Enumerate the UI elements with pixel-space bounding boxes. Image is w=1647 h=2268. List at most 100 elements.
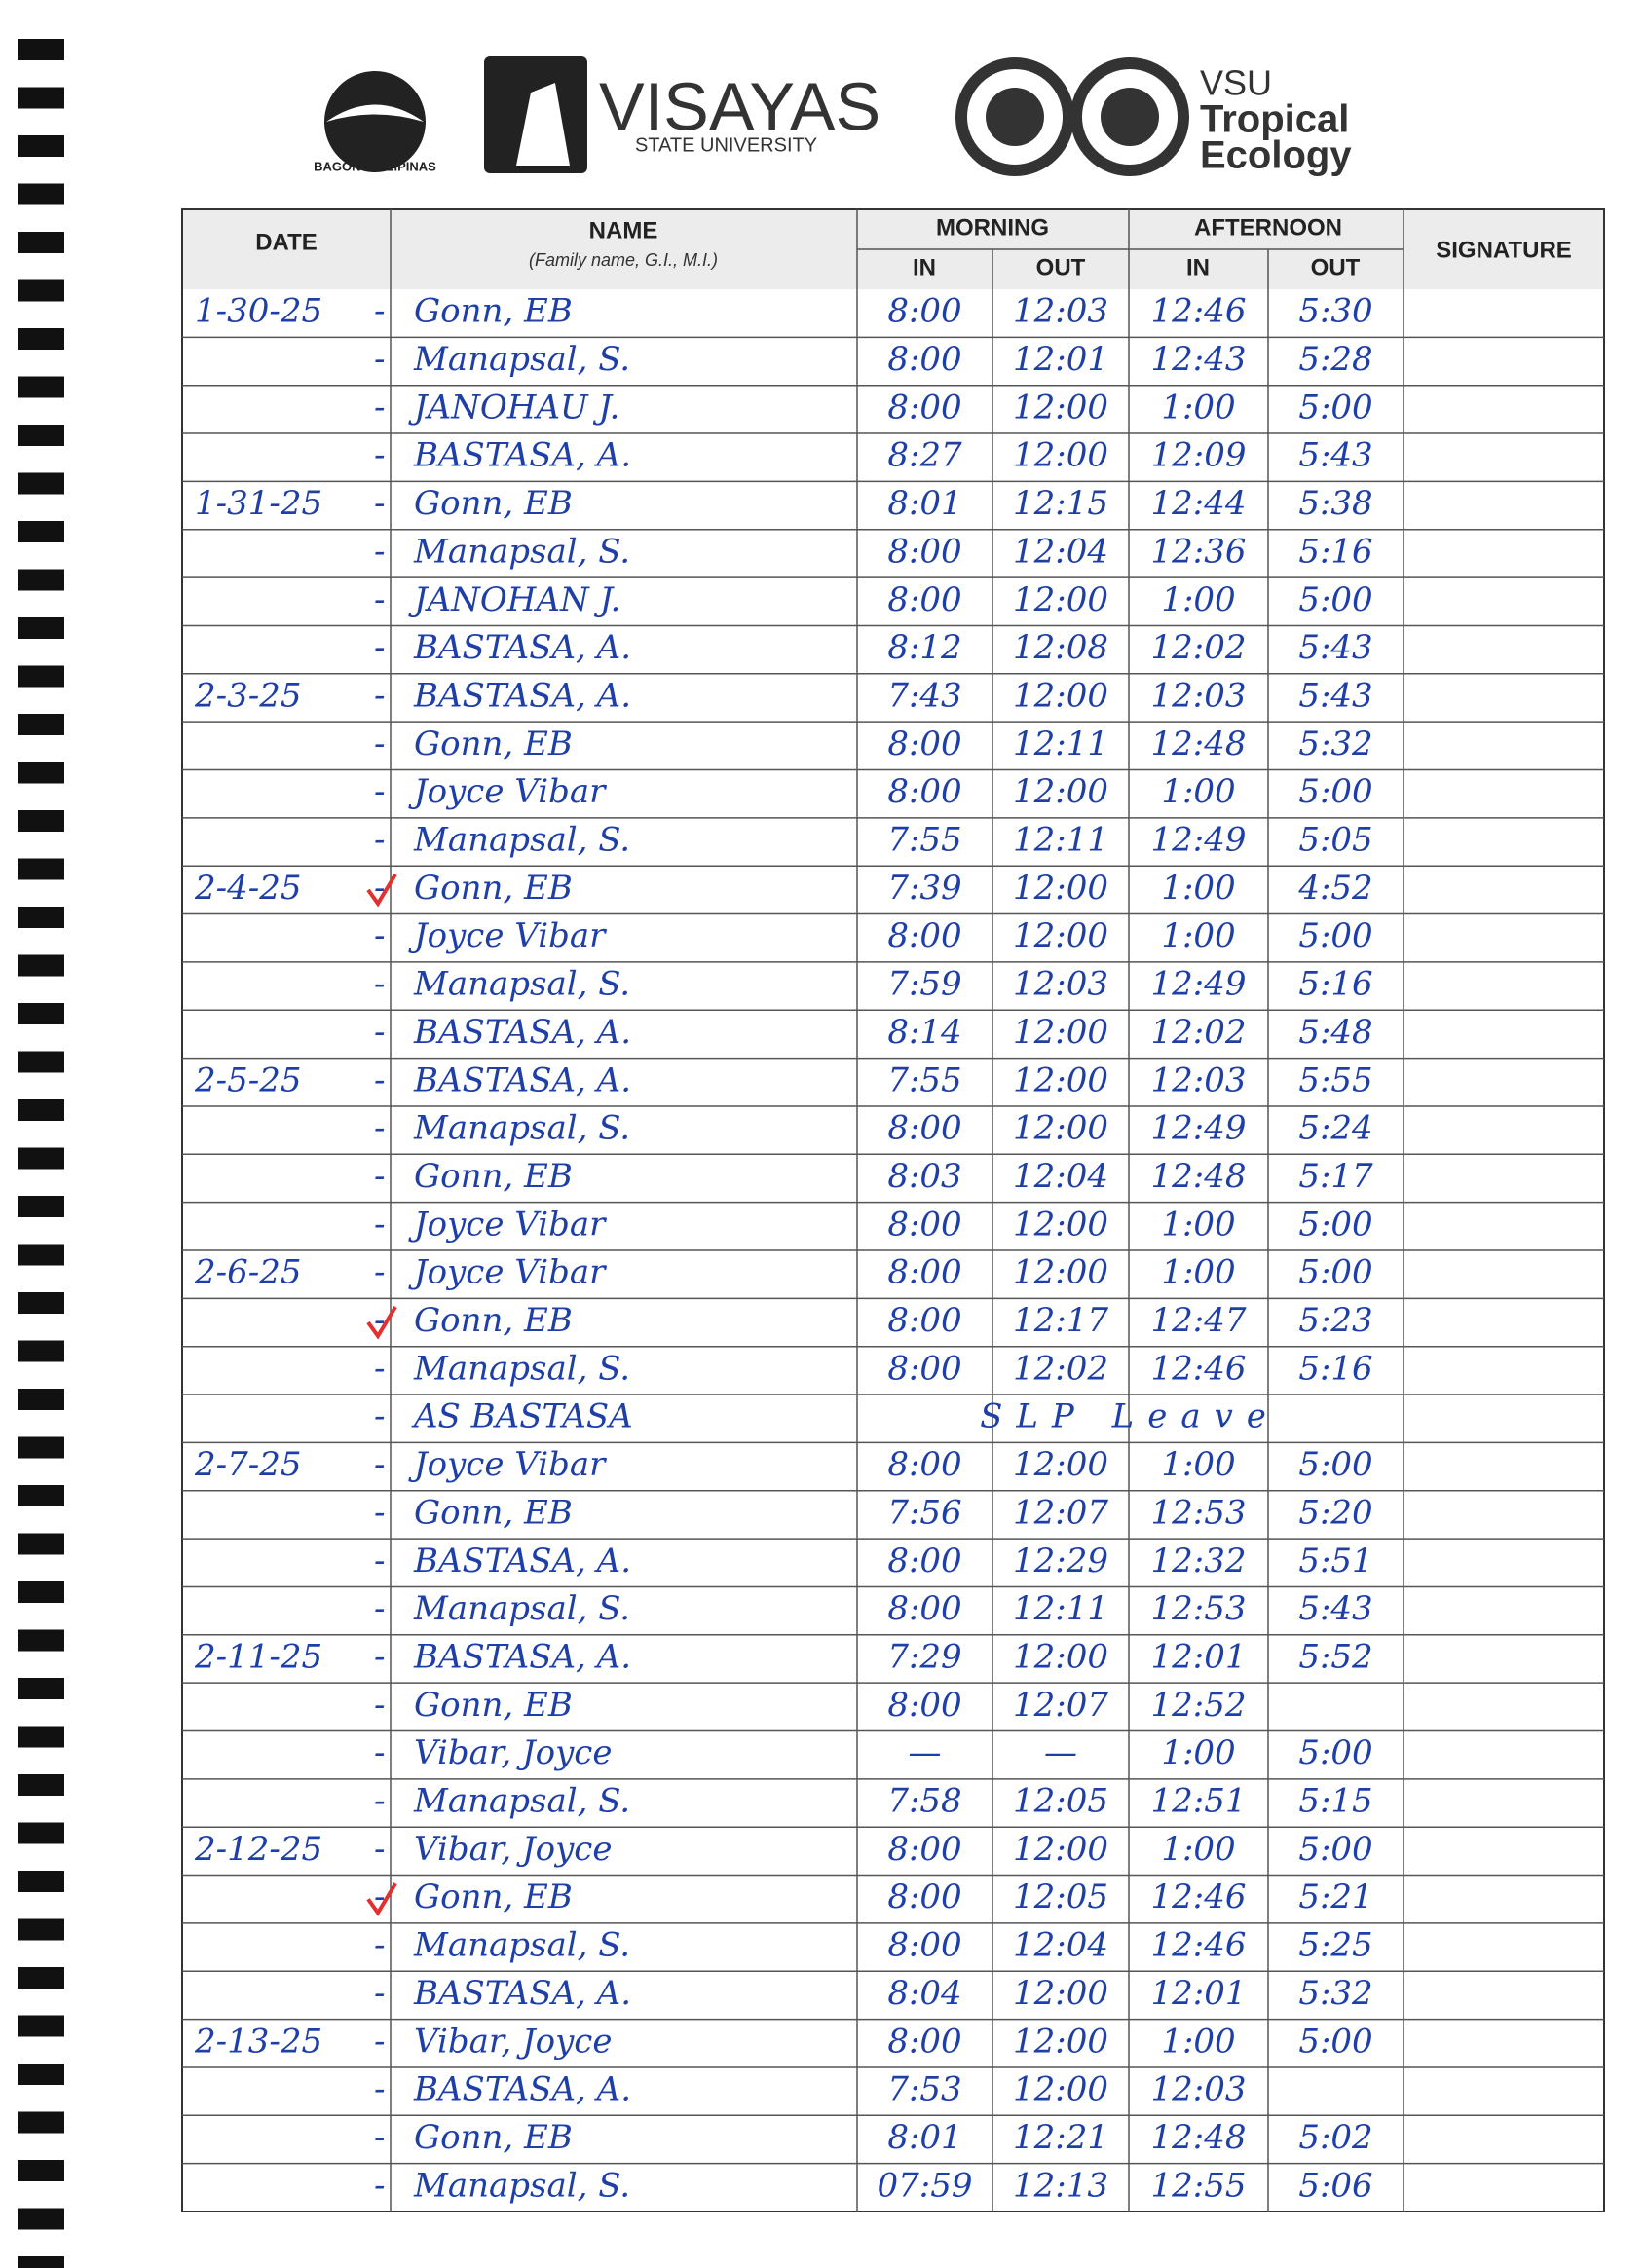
time: 1:00 bbox=[1161, 1253, 1235, 1292]
name: Gonn, EB bbox=[414, 1493, 573, 1532]
time: 12:00 bbox=[1013, 1109, 1108, 1148]
time: 8:01 bbox=[887, 484, 961, 523]
ring bbox=[18, 2208, 64, 2230]
column-header: DATE bbox=[255, 229, 318, 255]
time: 12:11 bbox=[1013, 725, 1108, 763]
time: 8:00 bbox=[887, 1686, 961, 1725]
time: 7:53 bbox=[887, 2070, 961, 2109]
name: Gonn, EB bbox=[414, 1157, 573, 1196]
time: 12:00 bbox=[1013, 869, 1108, 908]
date: 2-13-25 bbox=[194, 2022, 322, 2061]
dash: - bbox=[374, 292, 386, 331]
attendance-table: DATE NAME (Family name, G.I., M.I.) MORNING… bbox=[181, 208, 1605, 2212]
ring bbox=[18, 1678, 64, 1699]
check-mark bbox=[366, 1882, 397, 1916]
dash: - bbox=[374, 1301, 386, 1340]
name: Joyce Vibar bbox=[408, 772, 607, 811]
table-border bbox=[181, 208, 1605, 2212]
dash: - bbox=[374, 1974, 386, 2013]
ring bbox=[18, 39, 64, 60]
dash: - bbox=[374, 916, 386, 955]
time: 12:48 bbox=[1151, 725, 1247, 763]
dash: - bbox=[374, 1589, 386, 1628]
time: 5:00 bbox=[1298, 580, 1372, 619]
time: 5:38 bbox=[1298, 484, 1372, 523]
dash: - bbox=[374, 1445, 386, 1484]
time: 7:29 bbox=[887, 1637, 961, 1676]
time: 12:00 bbox=[1013, 772, 1108, 811]
time: 8:00 bbox=[887, 916, 961, 955]
remark: SLP Leave bbox=[980, 1397, 1280, 1436]
ring bbox=[18, 1389, 64, 1410]
ring bbox=[18, 617, 64, 639]
time: 5:00 bbox=[1298, 1733, 1372, 1772]
name: Manapsal, S. bbox=[413, 1782, 630, 1821]
time: 5:32 bbox=[1298, 725, 1372, 763]
time: 12:02 bbox=[1151, 1013, 1247, 1052]
time: 5:30 bbox=[1298, 292, 1372, 331]
dash: - bbox=[374, 1109, 386, 1148]
time: 12:00 bbox=[1013, 676, 1108, 715]
university-name: VISAYAS bbox=[599, 68, 880, 144]
time: 8:00 bbox=[887, 1349, 961, 1388]
dash: - bbox=[374, 1830, 386, 1869]
time: 12:00 bbox=[1013, 580, 1108, 619]
time: 12:00 bbox=[1013, 1637, 1108, 1676]
dash: - bbox=[374, 1060, 386, 1099]
unit-line: Tropical bbox=[1200, 98, 1349, 141]
time: 5:00 bbox=[1298, 772, 1372, 811]
date: 2-7-25 bbox=[194, 1445, 302, 1484]
column-header: AFTERNOON bbox=[1194, 214, 1342, 241]
ring bbox=[18, 1147, 64, 1170]
time: 12:44 bbox=[1151, 484, 1247, 523]
ring bbox=[18, 1196, 64, 1217]
column-header: IN bbox=[913, 254, 936, 280]
dash: - bbox=[374, 1542, 386, 1580]
ring bbox=[18, 714, 64, 735]
time: 12:03 bbox=[1013, 292, 1108, 331]
dash: - bbox=[374, 388, 386, 427]
time: 8:00 bbox=[887, 1301, 961, 1340]
time: 8:01 bbox=[887, 2118, 961, 2157]
dash: - bbox=[374, 436, 386, 475]
name: Vibar, Joyce bbox=[414, 2022, 612, 2061]
time: 8:00 bbox=[887, 2022, 961, 2061]
time: 12:00 bbox=[1013, 1060, 1108, 1099]
ring bbox=[18, 425, 64, 446]
name: BASTASA, A. bbox=[413, 1060, 631, 1099]
time: 12:48 bbox=[1151, 2118, 1247, 2157]
dash: - bbox=[374, 676, 386, 715]
time: 12:51 bbox=[1151, 1782, 1247, 1821]
dash: - bbox=[374, 628, 386, 667]
time: 1:00 bbox=[1161, 1830, 1235, 1869]
ring bbox=[18, 1822, 64, 1844]
time: 5:24 bbox=[1298, 1109, 1372, 1148]
ring bbox=[18, 2256, 64, 2268]
date: 2-11-25 bbox=[194, 1637, 322, 1676]
ring bbox=[18, 521, 64, 542]
time: 12:49 bbox=[1151, 821, 1247, 860]
name: BASTASA, A. bbox=[413, 628, 631, 667]
date: 2-5-25 bbox=[194, 1060, 302, 1099]
time: 8:27 bbox=[887, 436, 962, 475]
dash: - bbox=[374, 1253, 386, 1292]
time: 12:00 bbox=[1013, 1013, 1108, 1052]
dash: - bbox=[374, 2022, 386, 2061]
dash: - bbox=[374, 725, 386, 763]
time: 7:55 bbox=[887, 1060, 961, 1099]
time: 12:02 bbox=[1013, 1349, 1108, 1388]
time: 8:00 bbox=[887, 1542, 961, 1580]
time: 12:11 bbox=[1013, 1589, 1108, 1628]
time: 1:00 bbox=[1161, 1205, 1235, 1244]
dash: - bbox=[374, 1493, 386, 1532]
date: 1-30-25 bbox=[195, 292, 322, 331]
time: 12:11 bbox=[1013, 821, 1108, 860]
ring bbox=[18, 2111, 64, 2134]
time: 12:00 bbox=[1013, 916, 1108, 955]
time: 5:32 bbox=[1298, 1974, 1372, 2013]
ring bbox=[18, 1051, 64, 1073]
time: 12:04 bbox=[1013, 1926, 1108, 1965]
dash: - bbox=[374, 772, 386, 811]
name: Manapsal, S. bbox=[413, 821, 630, 860]
column-header: OUT bbox=[1036, 254, 1086, 280]
